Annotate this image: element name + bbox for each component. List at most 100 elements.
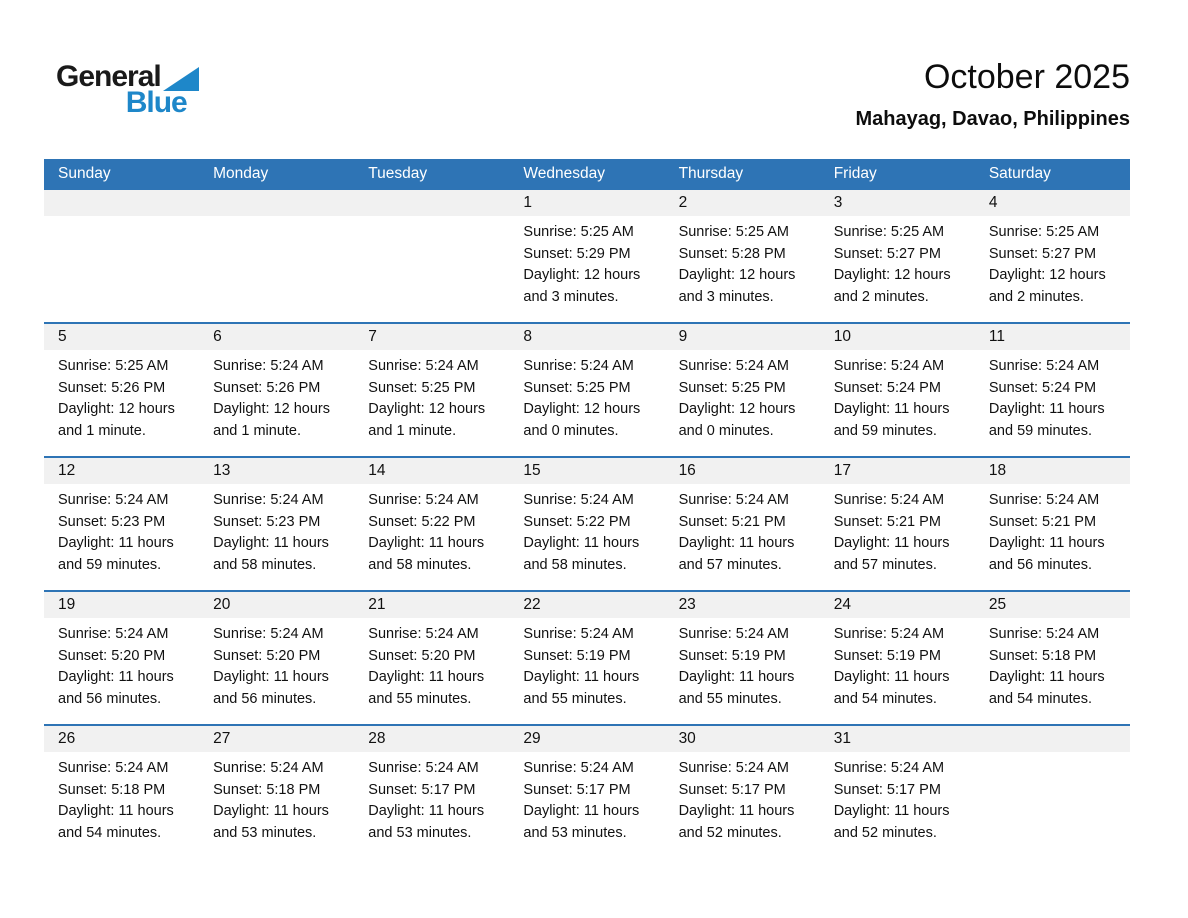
day-cell: 10 Sunrise: 5:24 AM Sunset: 5:24 PM Dayl… bbox=[819, 323, 975, 457]
sunset-text: Sunset: 5:17 PM bbox=[833, 781, 941, 798]
day-details: Sunrise: 5:24 AM Sunset: 5:22 PM Dayligh… bbox=[509, 484, 664, 576]
weekday-header-saturday: Saturday bbox=[974, 159, 1130, 189]
day-cell: 29 Sunrise: 5:24 AM Sunset: 5:17 PM Dayl… bbox=[509, 725, 665, 858]
sunset-text: Sunset: 5:26 PM bbox=[213, 379, 321, 396]
day-details: Sunrise: 5:24 AM Sunset: 5:20 PM Dayligh… bbox=[354, 618, 509, 710]
calendar-table: Sunday Monday Tuesday Wednesday Thursday… bbox=[44, 159, 1130, 858]
day-number: 20 bbox=[199, 592, 355, 618]
day-cell: 31 Sunrise: 5:24 AM Sunset: 5:17 PM Dayl… bbox=[819, 725, 975, 858]
day-number: 13 bbox=[199, 458, 355, 484]
daylight-text-2: and 59 minutes. bbox=[988, 422, 1093, 439]
daylight-text-2: and 58 minutes. bbox=[213, 556, 317, 573]
day-number bbox=[974, 726, 1130, 752]
sunrise-text: Sunrise: 5:25 AM bbox=[678, 224, 789, 240]
day-cell bbox=[974, 725, 1130, 858]
day-details: Sunrise: 5:25 AM Sunset: 5:27 PM Dayligh… bbox=[975, 216, 1130, 308]
day-details: Sunrise: 5:24 AM Sunset: 5:25 PM Dayligh… bbox=[509, 350, 664, 442]
weekday-header-thursday: Thursday bbox=[664, 159, 820, 189]
daylight-text-1: Daylight: 12 hours bbox=[678, 267, 796, 283]
weekday-header-tuesday: Tuesday bbox=[354, 159, 510, 189]
day-cell: 3 Sunrise: 5:25 AM Sunset: 5:27 PM Dayli… bbox=[819, 189, 975, 323]
day-details: Sunrise: 5:24 AM Sunset: 5:26 PM Dayligh… bbox=[199, 350, 354, 442]
day-cell: 21 Sunrise: 5:24 AM Sunset: 5:20 PM Dayl… bbox=[354, 591, 510, 725]
day-details: Sunrise: 5:24 AM Sunset: 5:21 PM Dayligh… bbox=[820, 484, 975, 576]
daylight-text-1: Daylight: 11 hours bbox=[523, 535, 640, 551]
day-details: Sunrise: 5:24 AM Sunset: 5:25 PM Dayligh… bbox=[354, 350, 509, 442]
sunrise-text: Sunrise: 5:24 AM bbox=[523, 626, 634, 642]
day-details: Sunrise: 5:25 AM Sunset: 5:26 PM Dayligh… bbox=[44, 350, 199, 442]
daylight-text-1: Daylight: 11 hours bbox=[678, 535, 795, 551]
sunset-text: Sunset: 5:19 PM bbox=[678, 647, 786, 664]
day-cell: 26 Sunrise: 5:24 AM Sunset: 5:18 PM Dayl… bbox=[44, 725, 200, 858]
sunrise-text: Sunrise: 5:24 AM bbox=[368, 358, 479, 374]
day-number: 21 bbox=[354, 592, 510, 618]
daylight-text-2: and 57 minutes. bbox=[833, 556, 937, 573]
day-details: Sunrise: 5:24 AM Sunset: 5:20 PM Dayligh… bbox=[199, 618, 354, 710]
day-cell bbox=[354, 189, 510, 323]
day-cell: 4 Sunrise: 5:25 AM Sunset: 5:27 PM Dayli… bbox=[974, 189, 1130, 323]
daylight-text-1: Daylight: 11 hours bbox=[58, 535, 174, 551]
daylight-text-2: and 59 minutes. bbox=[833, 422, 937, 439]
sunset-text: Sunset: 5:23 PM bbox=[58, 513, 166, 530]
sunrise-text: Sunrise: 5:24 AM bbox=[678, 358, 789, 374]
sunset-text: Sunset: 5:25 PM bbox=[368, 379, 476, 396]
sunset-text: Sunset: 5:18 PM bbox=[988, 647, 1097, 664]
day-cell: 2 Sunrise: 5:25 AM Sunset: 5:28 PM Dayli… bbox=[664, 189, 820, 323]
day-number: 16 bbox=[664, 458, 820, 484]
sunrise-text: Sunrise: 5:24 AM bbox=[833, 492, 945, 508]
day-details: Sunrise: 5:25 AM Sunset: 5:27 PM Dayligh… bbox=[820, 216, 975, 308]
sunset-text: Sunset: 5:26 PM bbox=[58, 379, 166, 396]
day-details: Sunrise: 5:24 AM Sunset: 5:17 PM Dayligh… bbox=[665, 752, 820, 844]
logo-text-blue: Blue bbox=[125, 86, 188, 119]
daylight-text-2: and 0 minutes. bbox=[678, 422, 774, 439]
day-details bbox=[199, 216, 354, 222]
day-details: Sunrise: 5:24 AM Sunset: 5:17 PM Dayligh… bbox=[820, 752, 975, 844]
day-details: Sunrise: 5:24 AM Sunset: 5:24 PM Dayligh… bbox=[820, 350, 975, 442]
daylight-text-1: Daylight: 12 hours bbox=[678, 401, 796, 417]
day-details: Sunrise: 5:24 AM Sunset: 5:19 PM Dayligh… bbox=[665, 618, 820, 710]
day-cell: 12 Sunrise: 5:24 AM Sunset: 5:23 PM Dayl… bbox=[44, 457, 200, 591]
day-number bbox=[199, 190, 355, 216]
day-cell: 5 Sunrise: 5:25 AM Sunset: 5:26 PM Dayli… bbox=[44, 323, 200, 457]
sunrise-text: Sunrise: 5:24 AM bbox=[213, 626, 324, 642]
day-number: 12 bbox=[44, 458, 200, 484]
sunrise-text: Sunrise: 5:24 AM bbox=[678, 760, 789, 776]
daylight-text-2: and 1 minute. bbox=[368, 422, 457, 439]
day-details: Sunrise: 5:24 AM Sunset: 5:24 PM Dayligh… bbox=[975, 350, 1130, 442]
daylight-text-2: and 3 minutes. bbox=[523, 288, 619, 305]
day-cell: 28 Sunrise: 5:24 AM Sunset: 5:17 PM Dayl… bbox=[354, 725, 510, 858]
day-cell: 7 Sunrise: 5:24 AM Sunset: 5:25 PM Dayli… bbox=[354, 323, 510, 457]
day-details: Sunrise: 5:24 AM Sunset: 5:19 PM Dayligh… bbox=[509, 618, 664, 710]
day-cell: 11 Sunrise: 5:24 AM Sunset: 5:24 PM Dayl… bbox=[974, 323, 1130, 457]
day-cell: 22 Sunrise: 5:24 AM Sunset: 5:19 PM Dayl… bbox=[509, 591, 665, 725]
day-cell: 1 Sunrise: 5:25 AM Sunset: 5:29 PM Dayli… bbox=[509, 189, 665, 323]
daylight-text-2: and 54 minutes. bbox=[988, 690, 1093, 707]
day-number: 7 bbox=[354, 324, 510, 350]
day-cell: 19 Sunrise: 5:24 AM Sunset: 5:20 PM Dayl… bbox=[44, 591, 200, 725]
daylight-text-2: and 52 minutes. bbox=[678, 824, 782, 841]
logo-triangle-icon bbox=[162, 67, 199, 91]
daylight-text-2: and 53 minutes. bbox=[368, 824, 472, 841]
daylight-text-2: and 57 minutes. bbox=[678, 556, 782, 573]
day-details bbox=[44, 216, 199, 222]
weekday-header-monday: Monday bbox=[199, 159, 355, 189]
day-details bbox=[975, 752, 1130, 758]
daylight-text-1: Daylight: 11 hours bbox=[368, 535, 485, 551]
day-details bbox=[354, 216, 509, 222]
day-number: 18 bbox=[974, 458, 1130, 484]
sunrise-text: Sunrise: 5:24 AM bbox=[213, 760, 324, 776]
daylight-text-2: and 56 minutes. bbox=[213, 690, 317, 707]
day-details: Sunrise: 5:25 AM Sunset: 5:29 PM Dayligh… bbox=[509, 216, 664, 308]
daylight-text-2: and 0 minutes. bbox=[523, 422, 619, 439]
calendar-body: 1 Sunrise: 5:25 AM Sunset: 5:29 PM Dayli… bbox=[44, 189, 1130, 858]
daylight-text-1: Daylight: 11 hours bbox=[58, 669, 174, 685]
weekday-header-friday: Friday bbox=[819, 159, 975, 189]
weekday-header-wednesday: Wednesday bbox=[509, 159, 665, 189]
day-details: Sunrise: 5:24 AM Sunset: 5:18 PM Dayligh… bbox=[975, 618, 1130, 710]
daylight-text-1: Daylight: 11 hours bbox=[833, 535, 950, 551]
day-number: 24 bbox=[819, 592, 975, 618]
general-blue-logo: General Blue bbox=[56, 62, 199, 118]
day-number: 10 bbox=[819, 324, 975, 350]
sunrise-text: Sunrise: 5:24 AM bbox=[833, 626, 945, 642]
sunset-text: Sunset: 5:17 PM bbox=[523, 781, 631, 798]
